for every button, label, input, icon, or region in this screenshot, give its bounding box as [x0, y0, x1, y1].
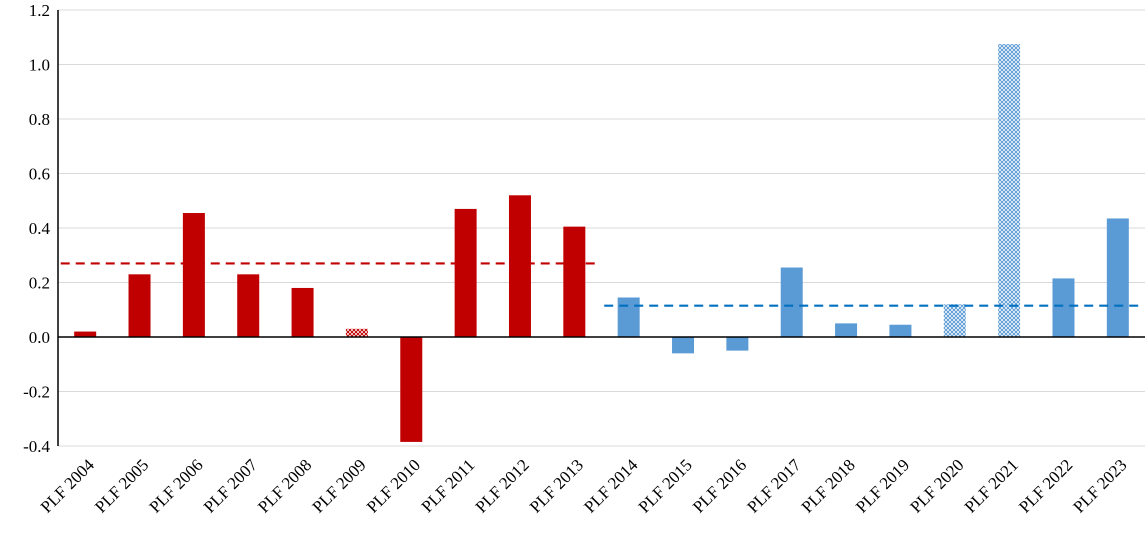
x-category-label: PLF 2011 — [418, 455, 479, 516]
bar-plf-2010 — [400, 337, 423, 442]
bar-plf-2015 — [672, 337, 695, 354]
x-category-label: PLF 2012 — [472, 455, 533, 516]
x-category-label: PLF 2013 — [526, 455, 587, 516]
y-tick-label: -0.2 — [23, 383, 50, 402]
bar-plf-2005 — [128, 274, 151, 337]
x-category-label: PLF 2023 — [1069, 455, 1130, 516]
bar-plf-2008 — [291, 287, 314, 337]
x-category-label: PLF 2018 — [798, 455, 859, 516]
y-tick-label: 0.2 — [29, 274, 50, 293]
bar-plf-2007 — [237, 274, 260, 337]
x-category-label: PLF 2019 — [852, 455, 913, 516]
y-axis-tick-labels: -0.4 -0.2 0.0 0.2 0.4 0.6 0.8 1.0 1.2 — [23, 1, 50, 456]
y-tick-label: -0.4 — [23, 437, 50, 456]
y-tick-label: 0.4 — [29, 219, 51, 238]
y-tick-label: 0.8 — [29, 110, 50, 129]
y-tick-label: 0.0 — [29, 328, 50, 347]
bar-plf-2019 — [889, 324, 912, 337]
x-category-label: PLF 2010 — [363, 455, 424, 516]
bar-plf-2021 — [998, 44, 1021, 337]
x-category-label: PLF 2016 — [689, 455, 750, 516]
x-category-label: PLF 2017 — [743, 455, 805, 517]
x-category-label: PLF 2007 — [200, 455, 262, 517]
bar-plf-2009 — [345, 328, 368, 337]
bars — [74, 44, 1129, 442]
x-category-label: PLF 2009 — [309, 455, 370, 516]
bar-plf-2023 — [1106, 218, 1129, 337]
gridlines — [58, 9, 1145, 447]
x-category-label: PLF 2006 — [146, 455, 207, 516]
bar-plf-2013 — [563, 226, 586, 337]
bar-plf-2022 — [1052, 278, 1075, 337]
x-category-label: PLF 2022 — [1015, 455, 1076, 516]
axes — [57, 10, 1145, 446]
bar-plf-2014 — [617, 297, 640, 337]
bar-plf-2004 — [74, 331, 97, 337]
x-category-label: PLF 2004 — [37, 455, 99, 517]
bar-plf-2020 — [943, 304, 966, 337]
bar-plf-2016 — [726, 337, 749, 351]
x-category-label: PLF 2008 — [254, 455, 315, 516]
x-category-label: PLF 2015 — [635, 455, 696, 516]
x-category-label: PLF 2014 — [580, 455, 642, 517]
x-category-label: PLF 2005 — [91, 455, 152, 516]
bar-plf-2011 — [454, 208, 477, 337]
bar-plf-2018 — [835, 323, 858, 337]
bar-plf-2012 — [508, 195, 531, 337]
y-tick-label: 1.2 — [29, 1, 50, 20]
y-tick-label: 1.0 — [29, 56, 50, 75]
x-category-label: PLF 2021 — [961, 455, 1022, 516]
y-tick-label: 0.6 — [29, 165, 50, 184]
average-reference-lines — [60, 262, 1143, 307]
bar-plf-2017 — [780, 267, 803, 337]
x-category-label: PLF 2020 — [906, 455, 967, 516]
bar-plf-2006 — [182, 213, 205, 337]
